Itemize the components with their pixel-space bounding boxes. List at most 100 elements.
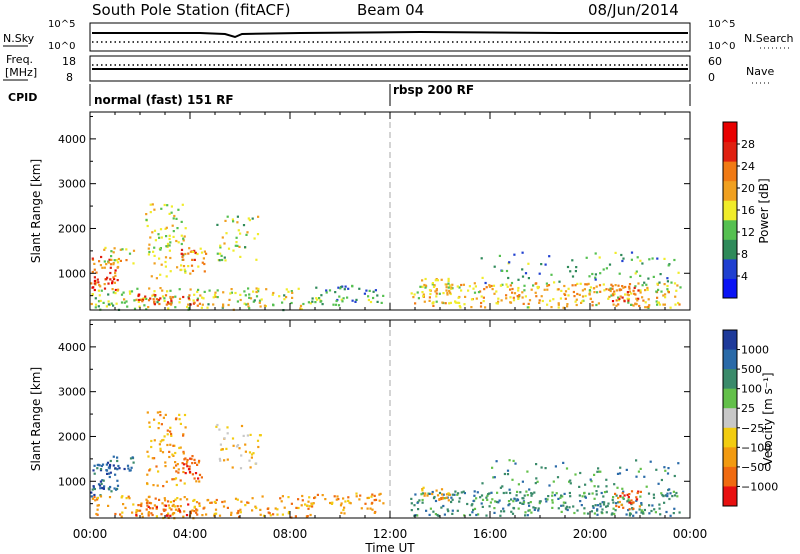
- range-gate-cell: [445, 286, 448, 289]
- range-gate-cell: [576, 509, 579, 512]
- range-gate-cell: [524, 514, 527, 517]
- range-gate-cell: [299, 307, 302, 310]
- range-gate-cell: [177, 508, 180, 511]
- velocity-colorbar-label: Velocity [m s⁻¹]: [761, 372, 775, 465]
- range-gate-cell: [591, 300, 594, 304]
- nsky-tick-bottom: 10^0: [48, 41, 75, 52]
- range-gate-cell: [103, 485, 106, 488]
- range-gate-cell: [196, 252, 199, 256]
- range-gate-cell: [178, 418, 181, 421]
- range-gate-cell: [627, 297, 630, 301]
- range-gate-cell: [100, 289, 103, 292]
- range-gate-cell: [199, 294, 202, 297]
- range-gate-cell: [291, 291, 294, 294]
- range-gate-cell: [165, 226, 168, 229]
- range-gate-cell: [376, 300, 379, 303]
- range-gate-cell: [510, 510, 513, 513]
- range-gate-cell: [648, 304, 651, 307]
- range-gate-cell: [227, 247, 231, 250]
- range-gate-cell: [184, 426, 187, 429]
- range-gate-cell: [512, 506, 515, 510]
- range-gate-cell: [508, 459, 511, 462]
- range-gate-cell: [516, 490, 519, 493]
- range-gate-cell: [531, 492, 534, 495]
- range-gate-cell: [307, 500, 310, 503]
- range-gate-cell: [116, 459, 119, 463]
- range-gate-cell: [663, 283, 666, 286]
- range-gate-cell: [522, 497, 525, 500]
- range-gate-cell: [116, 479, 119, 482]
- range-gate-cell: [187, 297, 190, 300]
- range-gate-cell: [216, 296, 219, 299]
- range-gate-cell: [147, 495, 150, 499]
- range-gate-cell: [509, 288, 512, 291]
- range-gate-cell: [605, 505, 608, 508]
- range-gate-cell: [147, 306, 150, 309]
- range-gate-cell: [517, 289, 520, 292]
- range-gate-cell: [505, 491, 508, 494]
- range-gate-cell: [93, 268, 96, 271]
- y-tick-label: 2000: [58, 430, 86, 443]
- range-gate-cell: [215, 425, 218, 428]
- power-colorbar-swatch: [723, 200, 737, 221]
- range-gate-cell: [589, 286, 592, 289]
- range-gate-cell: [630, 251, 634, 254]
- range-gate-cell: [157, 298, 161, 301]
- range-gate-cell: [647, 298, 650, 301]
- range-gate-cell: [472, 287, 475, 290]
- range-gate-cell: [172, 466, 176, 469]
- range-gate-cell: [146, 500, 149, 503]
- range-gate-cell: [137, 504, 140, 507]
- range-gate-cell: [97, 289, 100, 292]
- range-gate-cell: [374, 498, 378, 501]
- range-gate-cell: [337, 304, 341, 307]
- range-gate-cell: [318, 297, 321, 300]
- range-gate-cell: [95, 271, 98, 274]
- range-gate-cell: [256, 439, 260, 442]
- range-gate-cell: [421, 492, 424, 495]
- range-gate-cell: [410, 502, 413, 505]
- range-gate-cell: [600, 491, 603, 495]
- range-gate-cell: [98, 294, 101, 297]
- range-gate-cell: [647, 492, 651, 495]
- range-gate-cell: [630, 499, 633, 502]
- range-gate-cell: [101, 479, 104, 482]
- range-gate-cell: [155, 277, 158, 280]
- range-gate-cell: [576, 282, 579, 285]
- range-gate-cell: [435, 288, 438, 291]
- range-gate-cell: [428, 296, 431, 299]
- range-gate-cell: [482, 300, 485, 303]
- range-gate-cell: [488, 505, 491, 508]
- range-gate-cell: [223, 242, 226, 245]
- range-gate-cell: [205, 252, 208, 255]
- range-gate-cell: [114, 473, 117, 476]
- range-gate-cell: [644, 289, 647, 292]
- range-gate-cell: [182, 265, 186, 268]
- range-gate-cell: [108, 258, 111, 261]
- range-gate-cell: [166, 242, 170, 245]
- range-gate-cell: [450, 286, 453, 289]
- range-gate-cell: [575, 303, 578, 307]
- range-gate-cell: [608, 295, 611, 298]
- range-gate-cell: [611, 512, 614, 515]
- range-gate-cell: [93, 487, 96, 491]
- range-gate-cell: [635, 498, 639, 501]
- range-gate-cell: [257, 290, 260, 293]
- range-gate-cell: [161, 451, 165, 454]
- range-gate-cell: [137, 298, 141, 302]
- power-colorbar-tick-label: 16: [741, 204, 755, 217]
- range-gate-cell: [503, 472, 506, 476]
- range-gate-cell: [198, 502, 201, 505]
- range-gate-cell: [182, 237, 185, 240]
- range-gate-cell: [591, 492, 594, 495]
- range-gate-cell: [667, 264, 670, 267]
- range-gate-cell: [499, 486, 502, 489]
- range-gate-cell: [491, 288, 494, 291]
- range-gate-cell: [624, 293, 627, 296]
- range-gate-cell: [118, 467, 121, 470]
- range-gate-cell: [641, 296, 644, 299]
- range-gate-cell: [145, 297, 148, 300]
- range-gate-cell: [429, 292, 432, 296]
- range-gate-cell: [148, 425, 151, 428]
- range-gate-cell: [137, 300, 140, 303]
